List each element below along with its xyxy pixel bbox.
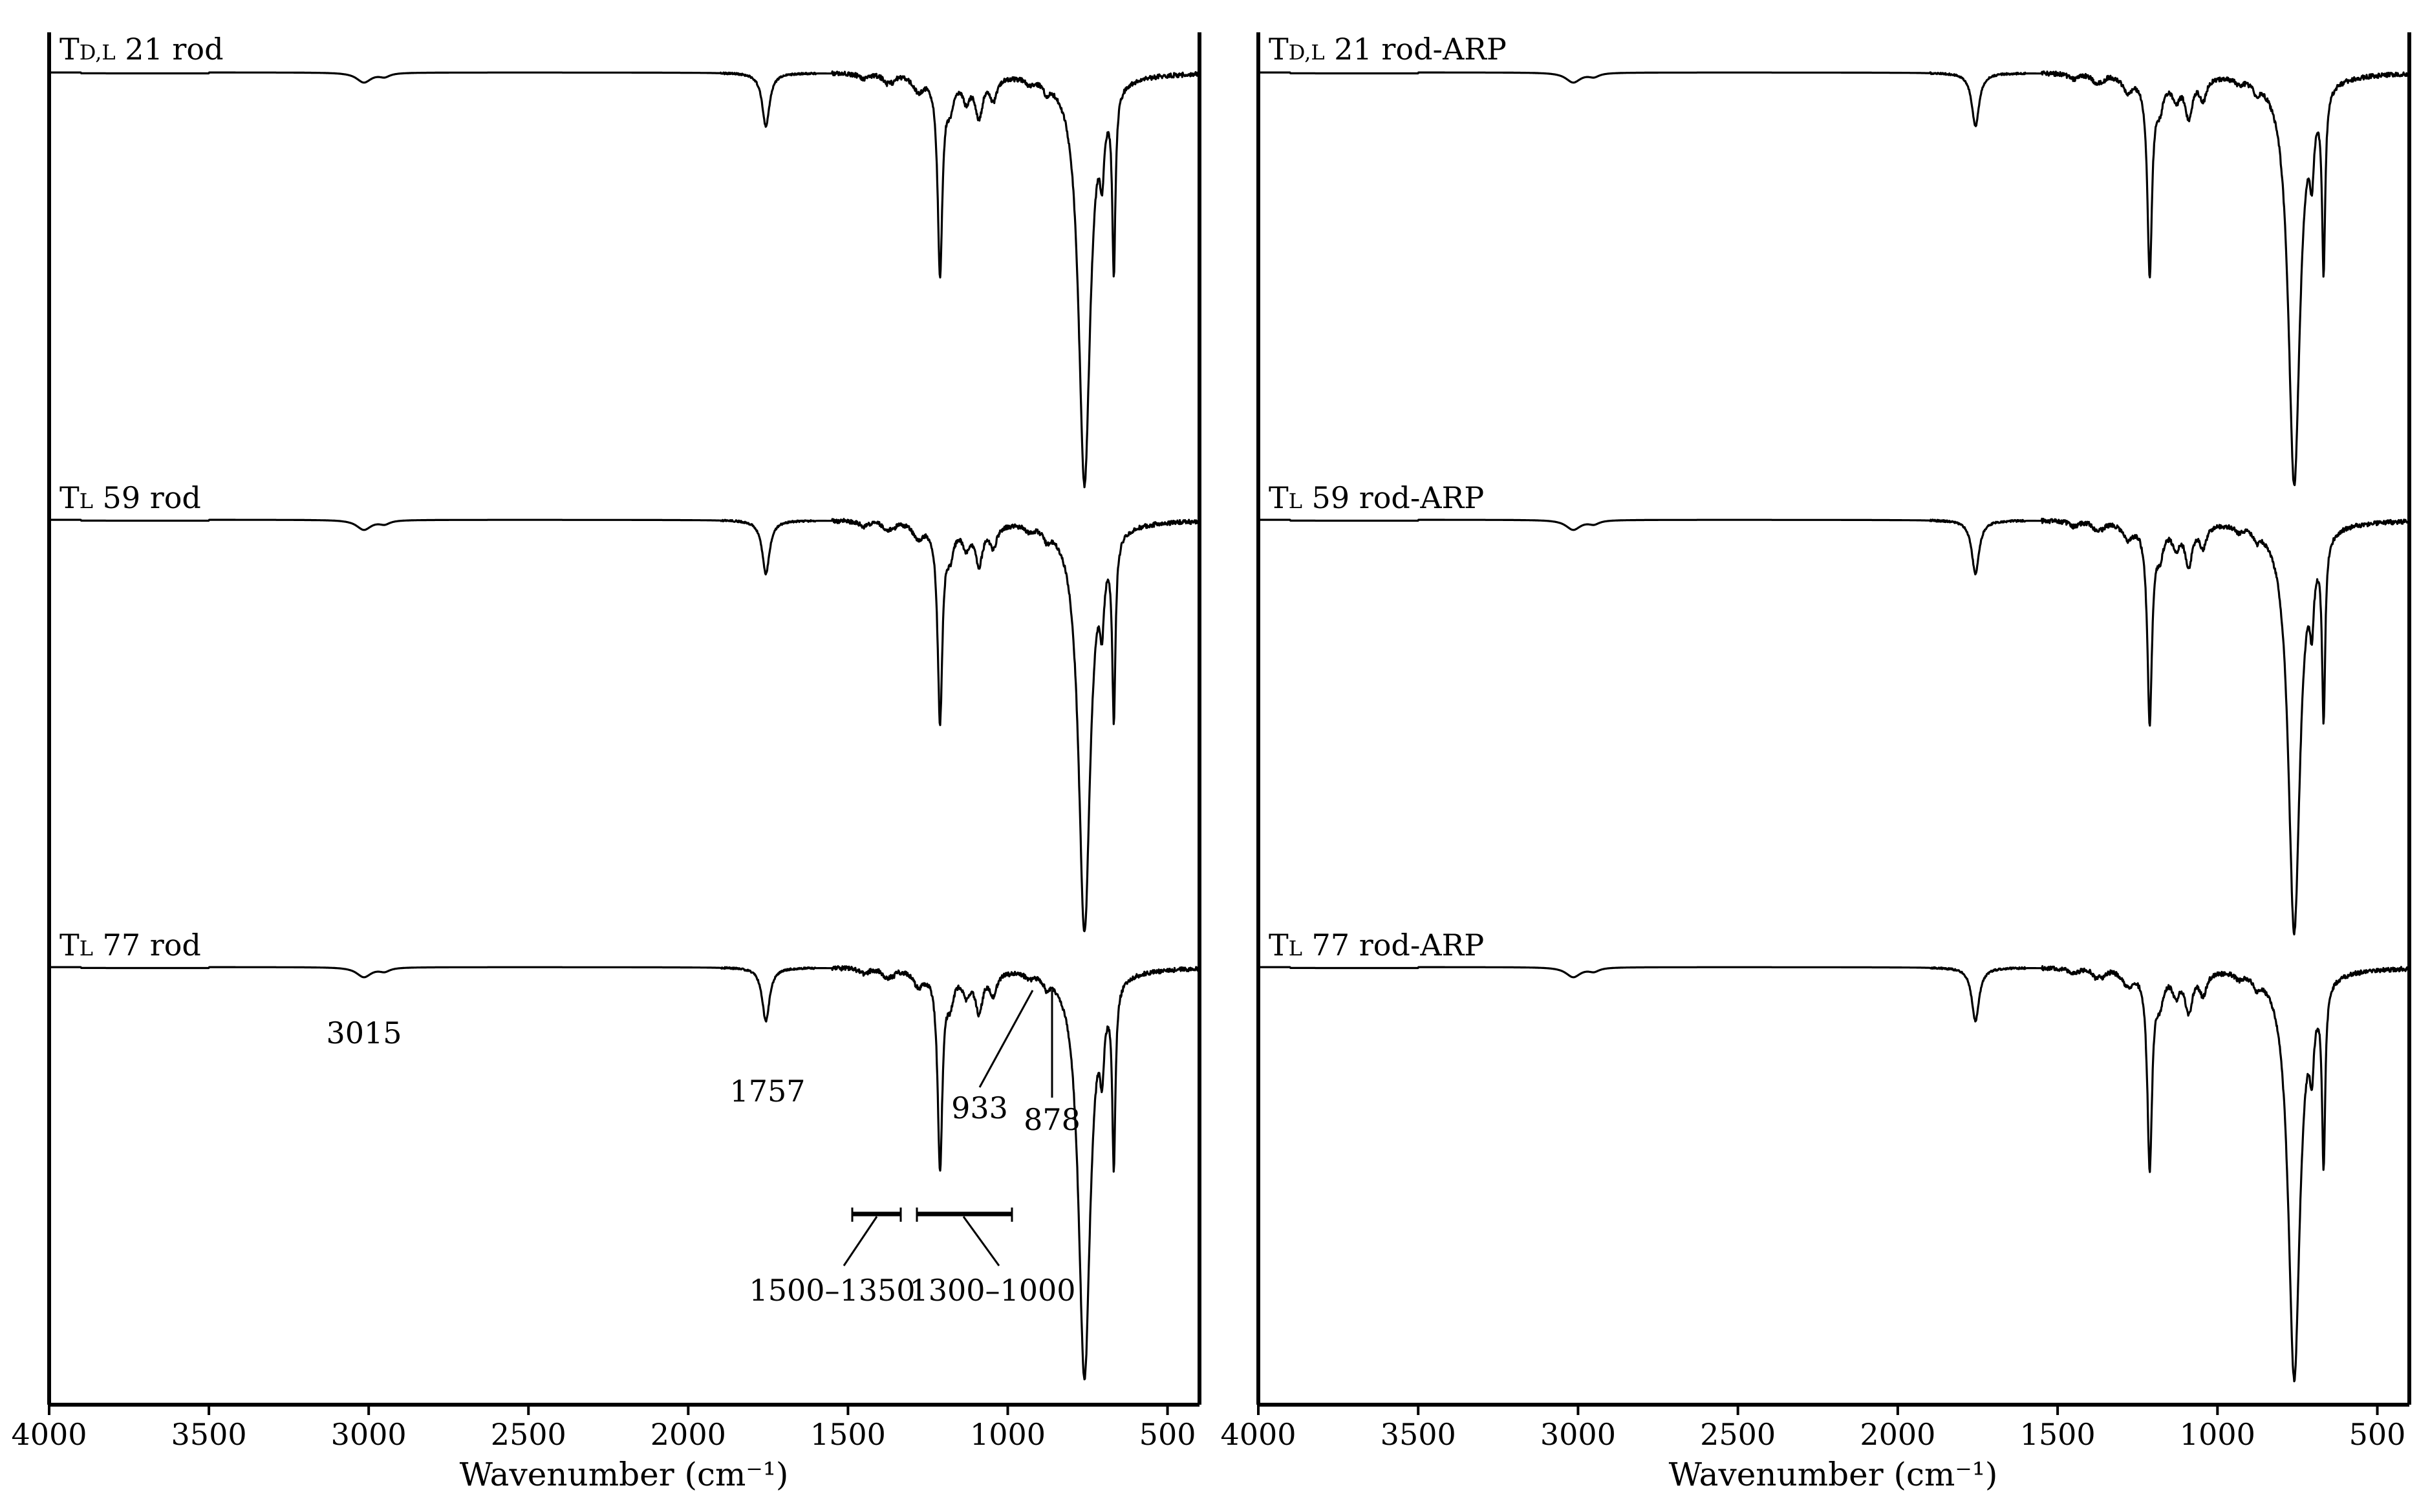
right-panel-x-axis-title: Wavenumber (cm⁻¹) (1669, 1456, 1998, 1493)
right-panel-x-ticks: 4000 3500 3000 2500 2000 1500 1000 500 (1220, 1405, 2405, 1452)
x-tick-label: 2000 (1860, 1417, 1935, 1452)
annotation-3015: 3015 (326, 1016, 402, 1050)
annotation-1500-1350: 1500–1350 (749, 1273, 915, 1308)
x-tick-label: 1000 (2180, 1417, 2255, 1452)
trace-label-tl-59-rod: TL 59 rod (59, 480, 201, 515)
x-tick-label: 1500 (2020, 1417, 2096, 1452)
x-tick-label: 3000 (1540, 1417, 1616, 1452)
x-tick-label: 3500 (1381, 1417, 1456, 1452)
trace-label-tl-77-rod-arp: TL 77 rod-ARP (1269, 928, 1484, 963)
left-panel-x-ticks: 4000 3500 3000 2500 2000 1500 1000 500 (11, 1405, 1196, 1452)
trace-label-td-l-21-rod-arp: TD,L 21 rod-ARP (1269, 32, 1507, 67)
bracket-1300-1000-leader (962, 1216, 1000, 1266)
x-tick-label: 2000 (651, 1417, 726, 1452)
spectrum-trace (48, 518, 1201, 933)
annotation-1757: 1757 (729, 1074, 805, 1109)
spectrum-trace (48, 965, 1201, 1381)
trace-label-td-l-21-rod: TD,L 21 rod (59, 32, 224, 67)
annotation-933: 933 (951, 1091, 1008, 1125)
spectrum-trace (48, 70, 1201, 489)
spectrum-trace (1258, 517, 2411, 936)
annotation-1300-1000: 1300–1000 (909, 1273, 1075, 1308)
x-tick-label: 500 (2349, 1417, 2406, 1452)
spectrum-trace (1258, 70, 2411, 486)
trace-label-tl-77-rod: TL 77 rod (59, 928, 201, 963)
x-tick-label: 2500 (491, 1417, 566, 1452)
x-tick-label: 2500 (1700, 1417, 1776, 1452)
spectrum-trace (1258, 965, 2411, 1383)
x-tick-label: 1000 (970, 1417, 1046, 1452)
x-tick-label: 1500 (810, 1417, 886, 1452)
bracket-1500-1350-leader (843, 1216, 878, 1266)
trace-label-tl-59-rod-arp: TL 59 rod-ARP (1269, 480, 1484, 515)
left-panel-x-axis-title: Wavenumber (cm⁻¹) (460, 1456, 789, 1493)
annotation-933-leader (978, 990, 1034, 1088)
x-tick-label: 4000 (1220, 1417, 1296, 1452)
right-panel: 4000 3500 3000 2500 2000 1500 1000 500 Wavenumb… (1220, 32, 2411, 1493)
left-panel-spectra (48, 70, 1201, 1381)
left-panel: 4000 3500 3000 2500 2000 1500 1000 500 Wavenumb… (11, 32, 1201, 1493)
x-tick-label: 500 (1139, 1417, 1196, 1452)
annotation-878: 878 (1024, 1102, 1081, 1137)
right-panel-spectra (1258, 70, 2411, 1383)
x-tick-label: 3500 (171, 1417, 247, 1452)
x-tick-label: 4000 (11, 1417, 87, 1452)
x-tick-label: 3000 (331, 1417, 407, 1452)
